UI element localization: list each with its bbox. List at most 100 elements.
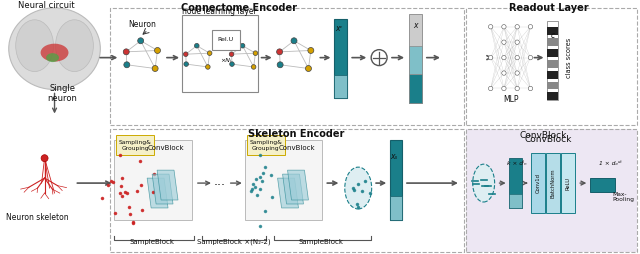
Circle shape bbox=[195, 43, 199, 48]
Text: Sampling&
Grouping: Sampling& Grouping bbox=[119, 140, 152, 151]
Circle shape bbox=[305, 66, 312, 71]
Circle shape bbox=[277, 62, 283, 68]
FancyBboxPatch shape bbox=[466, 129, 637, 252]
FancyBboxPatch shape bbox=[547, 38, 558, 46]
Ellipse shape bbox=[345, 167, 372, 209]
Text: Conv1d: Conv1d bbox=[536, 173, 541, 193]
Circle shape bbox=[488, 25, 493, 29]
Text: SampleBlock: SampleBlock bbox=[130, 239, 175, 245]
Circle shape bbox=[252, 65, 256, 69]
Ellipse shape bbox=[473, 164, 495, 202]
Circle shape bbox=[240, 43, 245, 48]
Text: ConvBlock: ConvBlock bbox=[520, 131, 567, 140]
Polygon shape bbox=[282, 174, 303, 204]
Text: x: x bbox=[413, 21, 417, 30]
Text: c: c bbox=[550, 31, 554, 40]
Circle shape bbox=[184, 52, 188, 56]
Ellipse shape bbox=[56, 20, 93, 72]
Circle shape bbox=[502, 40, 506, 44]
Text: 1 × dₒᵘᵗ: 1 × dₒᵘᵗ bbox=[598, 161, 621, 166]
Ellipse shape bbox=[40, 44, 68, 62]
Text: ConvBlock: ConvBlock bbox=[278, 145, 315, 151]
Text: k × dᴵₙ: k × dᴵₙ bbox=[507, 161, 526, 166]
Circle shape bbox=[291, 38, 297, 44]
Text: xₛ: xₛ bbox=[390, 152, 397, 161]
Circle shape bbox=[138, 38, 143, 44]
Text: Single
neuron: Single neuron bbox=[47, 84, 77, 103]
FancyBboxPatch shape bbox=[409, 14, 422, 103]
FancyBboxPatch shape bbox=[246, 135, 285, 155]
Ellipse shape bbox=[16, 20, 54, 72]
FancyBboxPatch shape bbox=[547, 82, 558, 89]
Text: class scores: class scores bbox=[566, 38, 572, 78]
Circle shape bbox=[205, 65, 210, 69]
Circle shape bbox=[528, 86, 532, 91]
Circle shape bbox=[41, 155, 48, 162]
Circle shape bbox=[154, 47, 161, 53]
Circle shape bbox=[152, 66, 158, 71]
Text: ...: ... bbox=[214, 174, 226, 188]
Polygon shape bbox=[152, 174, 173, 204]
Circle shape bbox=[502, 25, 506, 29]
Text: Connectome Encoder: Connectome Encoder bbox=[180, 3, 297, 13]
Text: MLP: MLP bbox=[503, 95, 518, 104]
FancyBboxPatch shape bbox=[547, 49, 558, 57]
FancyBboxPatch shape bbox=[547, 92, 558, 100]
Text: Sampling&
Grouping: Sampling& Grouping bbox=[249, 140, 282, 151]
Polygon shape bbox=[287, 170, 308, 200]
Circle shape bbox=[229, 52, 234, 56]
Text: SampleBlock ×(N₂-2): SampleBlock ×(N₂-2) bbox=[197, 239, 271, 245]
Circle shape bbox=[253, 51, 258, 55]
FancyBboxPatch shape bbox=[409, 46, 422, 74]
Circle shape bbox=[124, 49, 129, 55]
FancyBboxPatch shape bbox=[547, 27, 558, 35]
FancyBboxPatch shape bbox=[547, 60, 558, 68]
Text: Max-
Pooling: Max- Pooling bbox=[612, 192, 634, 202]
FancyBboxPatch shape bbox=[115, 140, 192, 220]
Circle shape bbox=[308, 47, 314, 53]
Circle shape bbox=[515, 55, 520, 60]
FancyBboxPatch shape bbox=[547, 153, 561, 213]
Ellipse shape bbox=[46, 53, 59, 62]
Circle shape bbox=[184, 62, 188, 66]
Circle shape bbox=[124, 62, 130, 68]
FancyBboxPatch shape bbox=[212, 30, 240, 50]
FancyBboxPatch shape bbox=[334, 75, 348, 99]
Text: SampleBlock: SampleBlock bbox=[299, 239, 344, 245]
Circle shape bbox=[371, 50, 387, 66]
Ellipse shape bbox=[9, 8, 100, 89]
FancyBboxPatch shape bbox=[509, 158, 522, 208]
Text: node learning layer: node learning layer bbox=[182, 7, 257, 16]
Circle shape bbox=[230, 62, 234, 66]
Text: Readout Layer: Readout Layer bbox=[509, 3, 588, 13]
Text: ReLU: ReLU bbox=[566, 177, 571, 190]
Circle shape bbox=[528, 55, 532, 60]
Text: Rel.U: Rel.U bbox=[218, 37, 234, 42]
Circle shape bbox=[528, 25, 532, 29]
Text: Neuron skeleton: Neuron skeleton bbox=[6, 213, 69, 223]
Text: xᶜ: xᶜ bbox=[335, 24, 343, 33]
Polygon shape bbox=[157, 170, 178, 200]
Text: BatchNorm: BatchNorm bbox=[551, 168, 556, 198]
Text: ConvBlock: ConvBlock bbox=[148, 145, 184, 151]
FancyBboxPatch shape bbox=[531, 153, 545, 213]
Circle shape bbox=[515, 40, 520, 44]
Circle shape bbox=[502, 55, 506, 60]
Text: Skeleton Encoder: Skeleton Encoder bbox=[248, 129, 345, 139]
Circle shape bbox=[488, 86, 493, 91]
FancyBboxPatch shape bbox=[244, 140, 323, 220]
Polygon shape bbox=[278, 178, 298, 208]
Circle shape bbox=[502, 86, 506, 91]
FancyBboxPatch shape bbox=[390, 196, 402, 220]
FancyBboxPatch shape bbox=[409, 74, 422, 103]
FancyBboxPatch shape bbox=[116, 135, 154, 155]
Circle shape bbox=[502, 71, 506, 75]
Circle shape bbox=[488, 55, 493, 60]
Text: Neural circuit: Neural circuit bbox=[18, 1, 74, 10]
Circle shape bbox=[515, 71, 520, 75]
Circle shape bbox=[276, 49, 283, 55]
Circle shape bbox=[207, 51, 212, 55]
Circle shape bbox=[515, 25, 520, 29]
Text: Neuron: Neuron bbox=[128, 20, 156, 29]
FancyBboxPatch shape bbox=[509, 194, 522, 208]
